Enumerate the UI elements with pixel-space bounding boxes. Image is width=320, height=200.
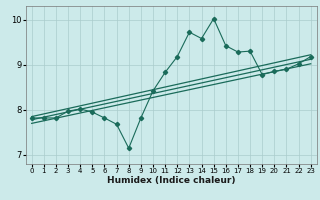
X-axis label: Humidex (Indice chaleur): Humidex (Indice chaleur) <box>107 176 236 185</box>
